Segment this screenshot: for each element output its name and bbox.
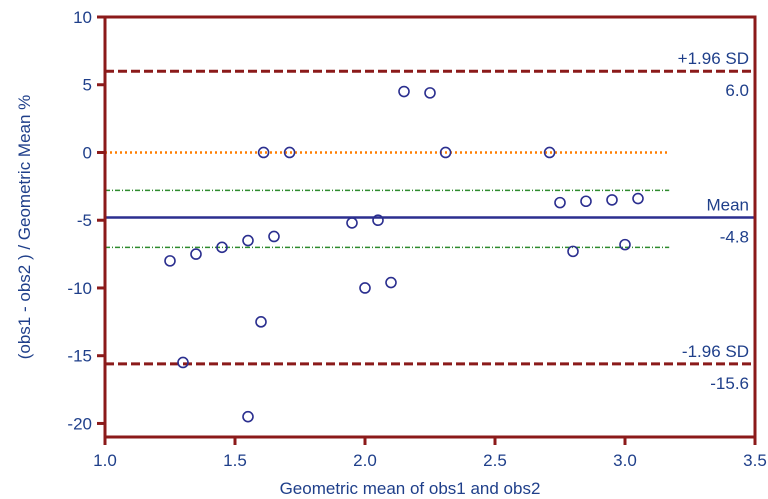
x-tick-label: 2.0 bbox=[353, 451, 377, 470]
data-point bbox=[554, 196, 566, 209]
lower-loa-value-label: -15.6 bbox=[710, 374, 749, 393]
mean-label: Mean bbox=[706, 196, 749, 215]
data-point bbox=[177, 356, 189, 369]
data-point bbox=[190, 248, 202, 260]
mean-value-label: -4.8 bbox=[720, 228, 749, 247]
data-point bbox=[283, 146, 296, 159]
data-point bbox=[580, 195, 592, 208]
x-tick-label: 1.0 bbox=[93, 451, 117, 470]
data-point bbox=[255, 316, 267, 328]
data-point bbox=[164, 255, 176, 267]
y-tick-label: 10 bbox=[73, 8, 92, 27]
data-point bbox=[242, 410, 254, 423]
upper-loa-label: +1.96 SD bbox=[678, 49, 749, 68]
x-tick-label: 2.5 bbox=[483, 451, 507, 470]
data-point bbox=[216, 241, 228, 254]
y-axis-title: (obs1 - obs2 ) / Geometric Mean % bbox=[15, 95, 34, 360]
data-point bbox=[632, 192, 644, 205]
data-point bbox=[257, 146, 270, 159]
data-point bbox=[385, 276, 397, 289]
y-tick-label: 0 bbox=[83, 143, 92, 162]
y-tick-label: -5 bbox=[77, 211, 92, 230]
data-point bbox=[543, 146, 556, 159]
data-point bbox=[346, 217, 358, 229]
data-point bbox=[439, 146, 452, 159]
data-point bbox=[398, 85, 410, 98]
data-point bbox=[619, 238, 631, 251]
y-tick-label: -20 bbox=[67, 414, 92, 433]
reference-lines-layer: +1.96 SD 6.0 Mean -4.8 -1.96 SD -15.6 bbox=[105, 49, 755, 393]
data-point bbox=[567, 245, 579, 258]
data-point bbox=[606, 194, 618, 206]
y-tick-label: -15 bbox=[67, 347, 92, 366]
x-tick-label: 3.0 bbox=[613, 451, 637, 470]
data-point bbox=[424, 87, 436, 99]
y-tick-label: 5 bbox=[83, 76, 92, 95]
data-point bbox=[242, 234, 254, 247]
x-tick-label: 3.5 bbox=[743, 451, 767, 470]
data-point bbox=[372, 214, 384, 227]
data-point bbox=[268, 230, 280, 243]
data-point bbox=[359, 282, 371, 294]
lower-loa-label: -1.96 SD bbox=[682, 342, 749, 361]
upper-loa-value-label: 6.0 bbox=[725, 81, 749, 100]
scatter-points-layer bbox=[164, 85, 644, 423]
axis-ticks-layer: 10 5 0 -5 -10 -15 -201.0 1.5 2.0 2.5 3.0 3.5 bbox=[67, 8, 766, 470]
y-tick-label: -10 bbox=[67, 279, 92, 298]
x-tick-label: 1.5 bbox=[223, 451, 247, 470]
x-axis-title: Geometric mean of obs1 and obs2 bbox=[280, 479, 541, 498]
plot-frame bbox=[103, 15, 757, 439]
